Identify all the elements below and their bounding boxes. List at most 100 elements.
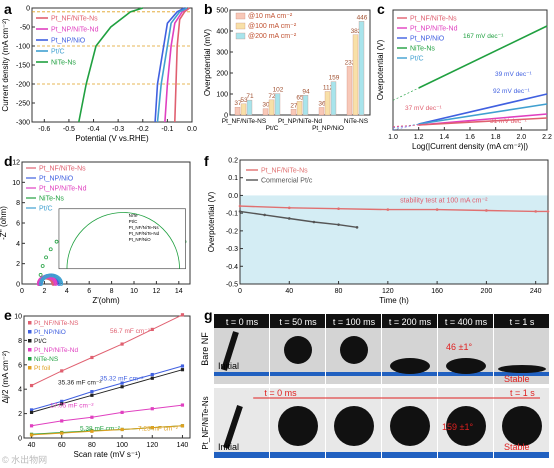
b-bar (290, 109, 297, 116)
e-xtick-label: 100 (116, 442, 128, 449)
e-frame (23, 315, 191, 439)
f-shaded-region (240, 195, 548, 284)
e-data-point (150, 376, 154, 380)
b-bar (234, 107, 241, 116)
a-legend-label: NiTe-Ns (51, 60, 76, 67)
a-ytick-label: -50 (20, 25, 30, 32)
f-xtick-label: 120 (382, 288, 394, 295)
b-bar-value-label: 94 (302, 88, 310, 95)
f-ytick-label: 0.2 (228, 158, 238, 165)
c-xtick-label: 1.2 (414, 134, 424, 141)
e-xtick-label: 60 (58, 442, 66, 449)
e-ytick-label: 6 (18, 362, 22, 369)
e-capacitance-label: 35.36 mF cm⁻² (58, 379, 102, 386)
e-data-point (90, 429, 94, 433)
f-data-point (534, 210, 537, 213)
c-fit-line (392, 103, 548, 129)
e-data-point (90, 390, 94, 394)
panel-f-axes: 0 40 80 120 160 200 240 0.2 0.1 0.0 -0.1 -0.2 -0.3 -0… (207, 158, 550, 305)
d-inset-label: Pt/C (129, 219, 139, 224)
c-legend-label: Pt_NP/NiO (410, 36, 445, 43)
e-data-point (180, 368, 185, 372)
f-data-point (312, 220, 316, 224)
e-data-point (90, 393, 94, 397)
e-data-point (29, 424, 34, 428)
d-data-point (59, 282, 64, 286)
e-data-point (60, 402, 64, 406)
g-row1-substrate (270, 372, 325, 376)
panel-d-label: d (4, 153, 13, 169)
d-xtick-label: 0 (20, 288, 24, 295)
g-droplet (446, 358, 486, 374)
a-series-line (78, 7, 144, 123)
b-bar (318, 107, 325, 116)
b-ytick-label: 200 (216, 71, 228, 78)
a-series-line (156, 7, 188, 123)
e-data-point (180, 403, 185, 407)
e-legend-label: Pt_NP/NiO (34, 329, 66, 336)
b-ylabel: Overpotential (mV) (203, 29, 212, 96)
d-xtick-label: 10 (130, 288, 138, 295)
d-inset-label: Pt_NP/NiTe-Nd (129, 231, 160, 236)
b-bar-value-label: 71 (246, 93, 254, 100)
g-row2-angle: 159 ±1° (442, 422, 473, 432)
a-xtick-label: -0.3 (112, 126, 124, 133)
g-time-label: t = 0 ms (226, 317, 259, 327)
c-xtick-label: 2.0 (516, 134, 526, 141)
f-data-point (337, 223, 340, 226)
b-ytick-label: 100 (216, 92, 228, 99)
c-slope-annotation: 37 mV dec⁻¹ (405, 105, 443, 112)
b-legend-swatch (235, 22, 246, 30)
f-legend-label: Commercial Pt/c (261, 178, 313, 185)
e-data-point (150, 407, 154, 411)
g-row1-header (438, 314, 493, 328)
f-ytick-label: -0.4 (226, 264, 238, 271)
b-bar (358, 21, 365, 116)
e-legend-swatch (28, 339, 32, 343)
e-series-line (31, 314, 183, 386)
a-xtick-label: -0.4 (88, 126, 100, 133)
f-data-point (355, 226, 359, 229)
d-data-point (53, 282, 58, 286)
panel-a-axes: -0.6 -0.5 -0.4 -0.3 -0.2 -0.1 0.0 0 -50 -100 -150 -… (1, 6, 197, 144)
d-xtick-label: 12 (153, 288, 161, 295)
b-bar (262, 108, 269, 116)
f-legend-label: Pt_NF/NiTe-Ns (261, 168, 308, 175)
e-data-point (120, 342, 124, 346)
g-droplet (334, 406, 374, 446)
f-data-point (287, 206, 291, 210)
g-droplet (446, 406, 486, 446)
g-row1-substrate (494, 372, 549, 376)
e-capacitance-label: 56.7 mF cm⁻² (110, 328, 151, 335)
panel-b: b 0 100 200 300 400 500 Overpotential (mV) 3753… (203, 1, 371, 132)
e-capacitance-label: 35.32 mF cm⁻² (100, 376, 144, 383)
e-ytick-label: 2 (18, 411, 22, 418)
g-time-label: t = 400 ms (445, 317, 488, 327)
g-row2-substrate (270, 452, 325, 458)
a-series-line (174, 7, 190, 123)
a-legend-label: Pt_NF/NiTe-Ns (51, 16, 98, 23)
f-data-point (263, 213, 266, 217)
g-row2-frame (214, 388, 269, 458)
b-category-label: Pt_NP/NiTe-Nd (278, 118, 322, 125)
g-row2-stable: Stable (504, 442, 530, 452)
c-xtick-label: 1.4 (439, 134, 449, 141)
g-time-label: t = 100 ms (333, 317, 376, 327)
b-bar (330, 81, 337, 116)
b-category-label: NiTe-NS (344, 118, 369, 125)
a-legend-label: Pt/C (51, 49, 65, 56)
g-droplet (340, 336, 368, 364)
d-inset-label: Pt_NP/NiO (129, 237, 152, 242)
e-legend-label: NiTe-NS (34, 356, 59, 363)
e-data-point (29, 408, 34, 412)
g-row2-substrate (326, 452, 381, 458)
g-row1-header (214, 314, 269, 328)
panel-e-label: e (4, 307, 12, 323)
e-data-point (150, 372, 154, 377)
a-xtick-label: -0.1 (161, 126, 173, 133)
d-ytick-label: 12 (12, 160, 20, 167)
d-legend-label: Pt_NF/NiTe-Ns (39, 166, 86, 173)
a-xtick-label: -0.5 (63, 126, 75, 133)
g-row1-initial: Initial (218, 361, 239, 371)
d-inset-curve (66, 212, 180, 269)
